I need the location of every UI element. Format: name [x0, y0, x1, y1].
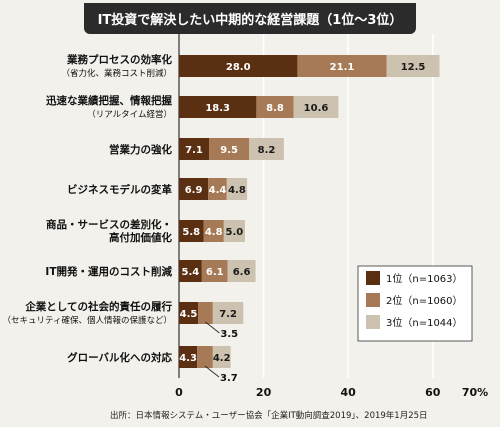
- bar-segment-rank1: [179, 178, 209, 200]
- x-tick-label: 40: [341, 386, 357, 399]
- data-label: 4.5: [180, 309, 198, 320]
- bar-segment-rank3: [223, 220, 245, 242]
- data-label: 12.5: [401, 62, 426, 73]
- data-label: 21.1: [330, 62, 355, 73]
- bar-segment-rank1: [179, 220, 204, 242]
- bar-segment-rank1: [179, 260, 202, 282]
- data-label: 6.6: [233, 267, 251, 278]
- data-label: 9.5: [220, 145, 238, 156]
- bar-segment-rank2: [197, 346, 213, 368]
- category-label: IT開発・運用のコスト削減: [45, 265, 172, 278]
- data-label: 4.3: [179, 353, 197, 364]
- title-banner: IT投資で解決したい中期的な経営課題（1位～3位）: [0, 0, 500, 34]
- legend-swatch: [366, 271, 380, 285]
- bar-segment-rank2: [198, 302, 213, 324]
- data-label: 10.6: [304, 103, 329, 114]
- source-note: 出所：日本情報システム・ユーザー協会「企業IT動向調査2019」、2019年1月…: [110, 411, 428, 421]
- data-label: 5.4: [182, 267, 200, 278]
- data-label: 4.4: [209, 185, 227, 196]
- category-label: 企業としての社会的責任の履行（セキュリティ確保、個人情報の保護など）: [3, 300, 173, 326]
- data-label: 5.8: [182, 227, 200, 238]
- bar-segment-rank2: [256, 96, 294, 118]
- callout-line: [204, 365, 220, 378]
- category-label: 迅速な業績把握、情報把握（リアルタイム経営）: [46, 94, 172, 120]
- data-label: 8.8: [266, 103, 284, 114]
- data-label: 28.0: [226, 62, 251, 73]
- legend-label: 2位（n=1060）: [386, 294, 463, 307]
- data-label: 5.0: [226, 227, 244, 238]
- bar-segment-rank3: [227, 260, 256, 282]
- data-label: 3.5: [220, 329, 238, 340]
- bar-segment-rank1: [179, 302, 199, 324]
- legend-swatch: [366, 293, 380, 307]
- bar-segment-rank3: [249, 138, 284, 160]
- bar-segment-rank3: [293, 96, 339, 118]
- x-tick-label: 60: [425, 386, 441, 399]
- legend-label: 3位（n=1044）: [386, 316, 463, 329]
- data-label: 4.2: [213, 353, 231, 364]
- bar-segment-rank2: [209, 138, 250, 160]
- category-label: ビジネスモデルの変革: [67, 183, 172, 196]
- x-tick-label: 0: [175, 386, 183, 399]
- data-label: 4.8: [228, 185, 246, 196]
- bar-segment-rank3: [226, 178, 248, 200]
- category-label: 営業力の強化: [109, 143, 172, 156]
- data-label: 3.7: [220, 373, 238, 384]
- x-tick-label: 20: [256, 386, 272, 399]
- x-tick-label: 70%: [462, 386, 488, 399]
- data-label: 4.8: [205, 227, 223, 238]
- data-label: 7.2: [219, 309, 237, 320]
- bar-segment-rank3: [212, 346, 231, 368]
- data-label: 6.1: [206, 267, 224, 278]
- bar-segment-rank3: [386, 55, 440, 77]
- bar-segment-rank1: [179, 96, 257, 118]
- bar-segment-rank1: [179, 346, 198, 368]
- category-label: 商品・サービスの差別化・高付加価値化: [46, 218, 172, 244]
- data-label: 7.1: [185, 145, 203, 156]
- bar-segment-rank2: [203, 220, 224, 242]
- category-label: グローバル化への対応: [67, 351, 172, 364]
- bar-segment-rank2: [201, 260, 228, 282]
- data-label: 8.2: [258, 145, 276, 156]
- data-label: 6.9: [185, 185, 203, 196]
- bar-segment-rank2: [297, 55, 387, 77]
- bar-segment-rank2: [208, 178, 227, 200]
- legend-label: 1位（n=1063）: [386, 272, 463, 285]
- bar-segment-rank1: [179, 138, 210, 160]
- legend-swatch: [366, 315, 380, 329]
- category-label: 業務プロセスの効率化（省力化、業務コスト削減）: [61, 53, 172, 79]
- bar-segment-rank3: [212, 302, 244, 324]
- callout-line: [205, 321, 220, 334]
- bar-segment-rank1: [179, 55, 298, 77]
- data-label: 18.3: [205, 103, 230, 114]
- chart-title: IT投資で解決したい中期的な経営課題（1位～3位）: [83, 3, 417, 34]
